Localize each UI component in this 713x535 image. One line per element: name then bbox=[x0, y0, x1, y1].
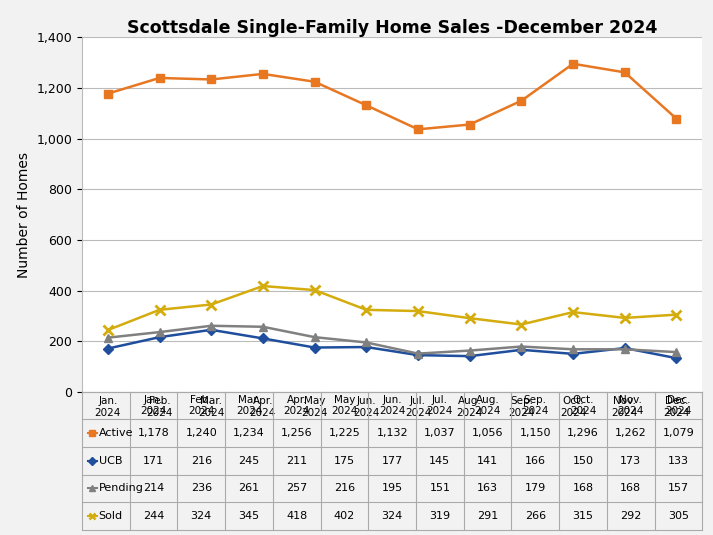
Text: 1,262: 1,262 bbox=[615, 428, 647, 438]
Text: Oct.
2024: Oct. 2024 bbox=[570, 395, 596, 416]
Text: 175: 175 bbox=[334, 456, 355, 466]
Text: 145: 145 bbox=[429, 456, 451, 466]
Text: 418: 418 bbox=[286, 511, 307, 521]
Text: Aug.
2024: Aug. 2024 bbox=[474, 395, 501, 416]
Text: 216: 216 bbox=[334, 483, 355, 493]
Text: 291: 291 bbox=[477, 511, 498, 521]
Text: Jun.
2024: Jun. 2024 bbox=[379, 395, 405, 416]
Text: 1,296: 1,296 bbox=[567, 428, 599, 438]
Text: 168: 168 bbox=[620, 483, 641, 493]
Text: 177: 177 bbox=[381, 456, 403, 466]
Text: 244: 244 bbox=[143, 511, 164, 521]
Text: 324: 324 bbox=[190, 511, 212, 521]
Text: Feb.
2024: Feb. 2024 bbox=[188, 395, 215, 416]
Text: 1,240: 1,240 bbox=[185, 428, 217, 438]
Text: 324: 324 bbox=[381, 511, 403, 521]
Text: 211: 211 bbox=[286, 456, 307, 466]
Text: 1,132: 1,132 bbox=[376, 428, 408, 438]
Text: 168: 168 bbox=[573, 483, 594, 493]
Text: Jul.
2024: Jul. 2024 bbox=[426, 395, 453, 416]
Text: 292: 292 bbox=[620, 511, 642, 521]
Text: 1,178: 1,178 bbox=[138, 428, 170, 438]
Text: 214: 214 bbox=[143, 483, 164, 493]
Text: 150: 150 bbox=[573, 456, 593, 466]
Text: Dec.
2024: Dec. 2024 bbox=[665, 395, 692, 416]
Text: UCB: UCB bbox=[98, 456, 122, 466]
Text: Sep.
2024: Sep. 2024 bbox=[522, 395, 548, 416]
Text: 1,150: 1,150 bbox=[520, 428, 551, 438]
Text: 315: 315 bbox=[573, 511, 593, 521]
Text: Jan.
2024: Jan. 2024 bbox=[140, 395, 167, 416]
Text: 163: 163 bbox=[477, 483, 498, 493]
Text: Sold: Sold bbox=[98, 511, 123, 521]
Text: 179: 179 bbox=[525, 483, 546, 493]
Text: 1,037: 1,037 bbox=[424, 428, 456, 438]
Text: 266: 266 bbox=[525, 511, 546, 521]
Text: 133: 133 bbox=[668, 456, 689, 466]
Text: 166: 166 bbox=[525, 456, 545, 466]
Text: 216: 216 bbox=[190, 456, 212, 466]
Y-axis label: Number of Homes: Number of Homes bbox=[17, 151, 31, 278]
Text: 1,225: 1,225 bbox=[329, 428, 360, 438]
Text: 1,079: 1,079 bbox=[662, 428, 694, 438]
Text: 1,234: 1,234 bbox=[233, 428, 265, 438]
Text: 305: 305 bbox=[668, 511, 689, 521]
Text: Active: Active bbox=[98, 428, 133, 438]
Text: 171: 171 bbox=[143, 456, 164, 466]
Text: 173: 173 bbox=[620, 456, 641, 466]
Text: 319: 319 bbox=[429, 511, 451, 521]
Text: 402: 402 bbox=[334, 511, 355, 521]
Text: 345: 345 bbox=[238, 511, 260, 521]
Text: Apr.
2024: Apr. 2024 bbox=[284, 395, 310, 416]
Text: 261: 261 bbox=[238, 483, 260, 493]
Text: 195: 195 bbox=[381, 483, 403, 493]
Text: 151: 151 bbox=[429, 483, 451, 493]
Text: Scottsdale Single-Family Home Sales -December 2024: Scottsdale Single-Family Home Sales -Dec… bbox=[127, 19, 657, 37]
Text: 157: 157 bbox=[668, 483, 689, 493]
Text: Pending: Pending bbox=[98, 483, 143, 493]
Text: 1,256: 1,256 bbox=[281, 428, 312, 438]
Text: 141: 141 bbox=[477, 456, 498, 466]
Text: May
2024: May 2024 bbox=[332, 395, 358, 416]
Text: 236: 236 bbox=[190, 483, 212, 493]
Text: 1,056: 1,056 bbox=[472, 428, 503, 438]
Text: Mar.
2024: Mar. 2024 bbox=[236, 395, 262, 416]
Text: 257: 257 bbox=[286, 483, 307, 493]
Text: Nov.
2024: Nov. 2024 bbox=[617, 395, 644, 416]
Text: 245: 245 bbox=[238, 456, 260, 466]
